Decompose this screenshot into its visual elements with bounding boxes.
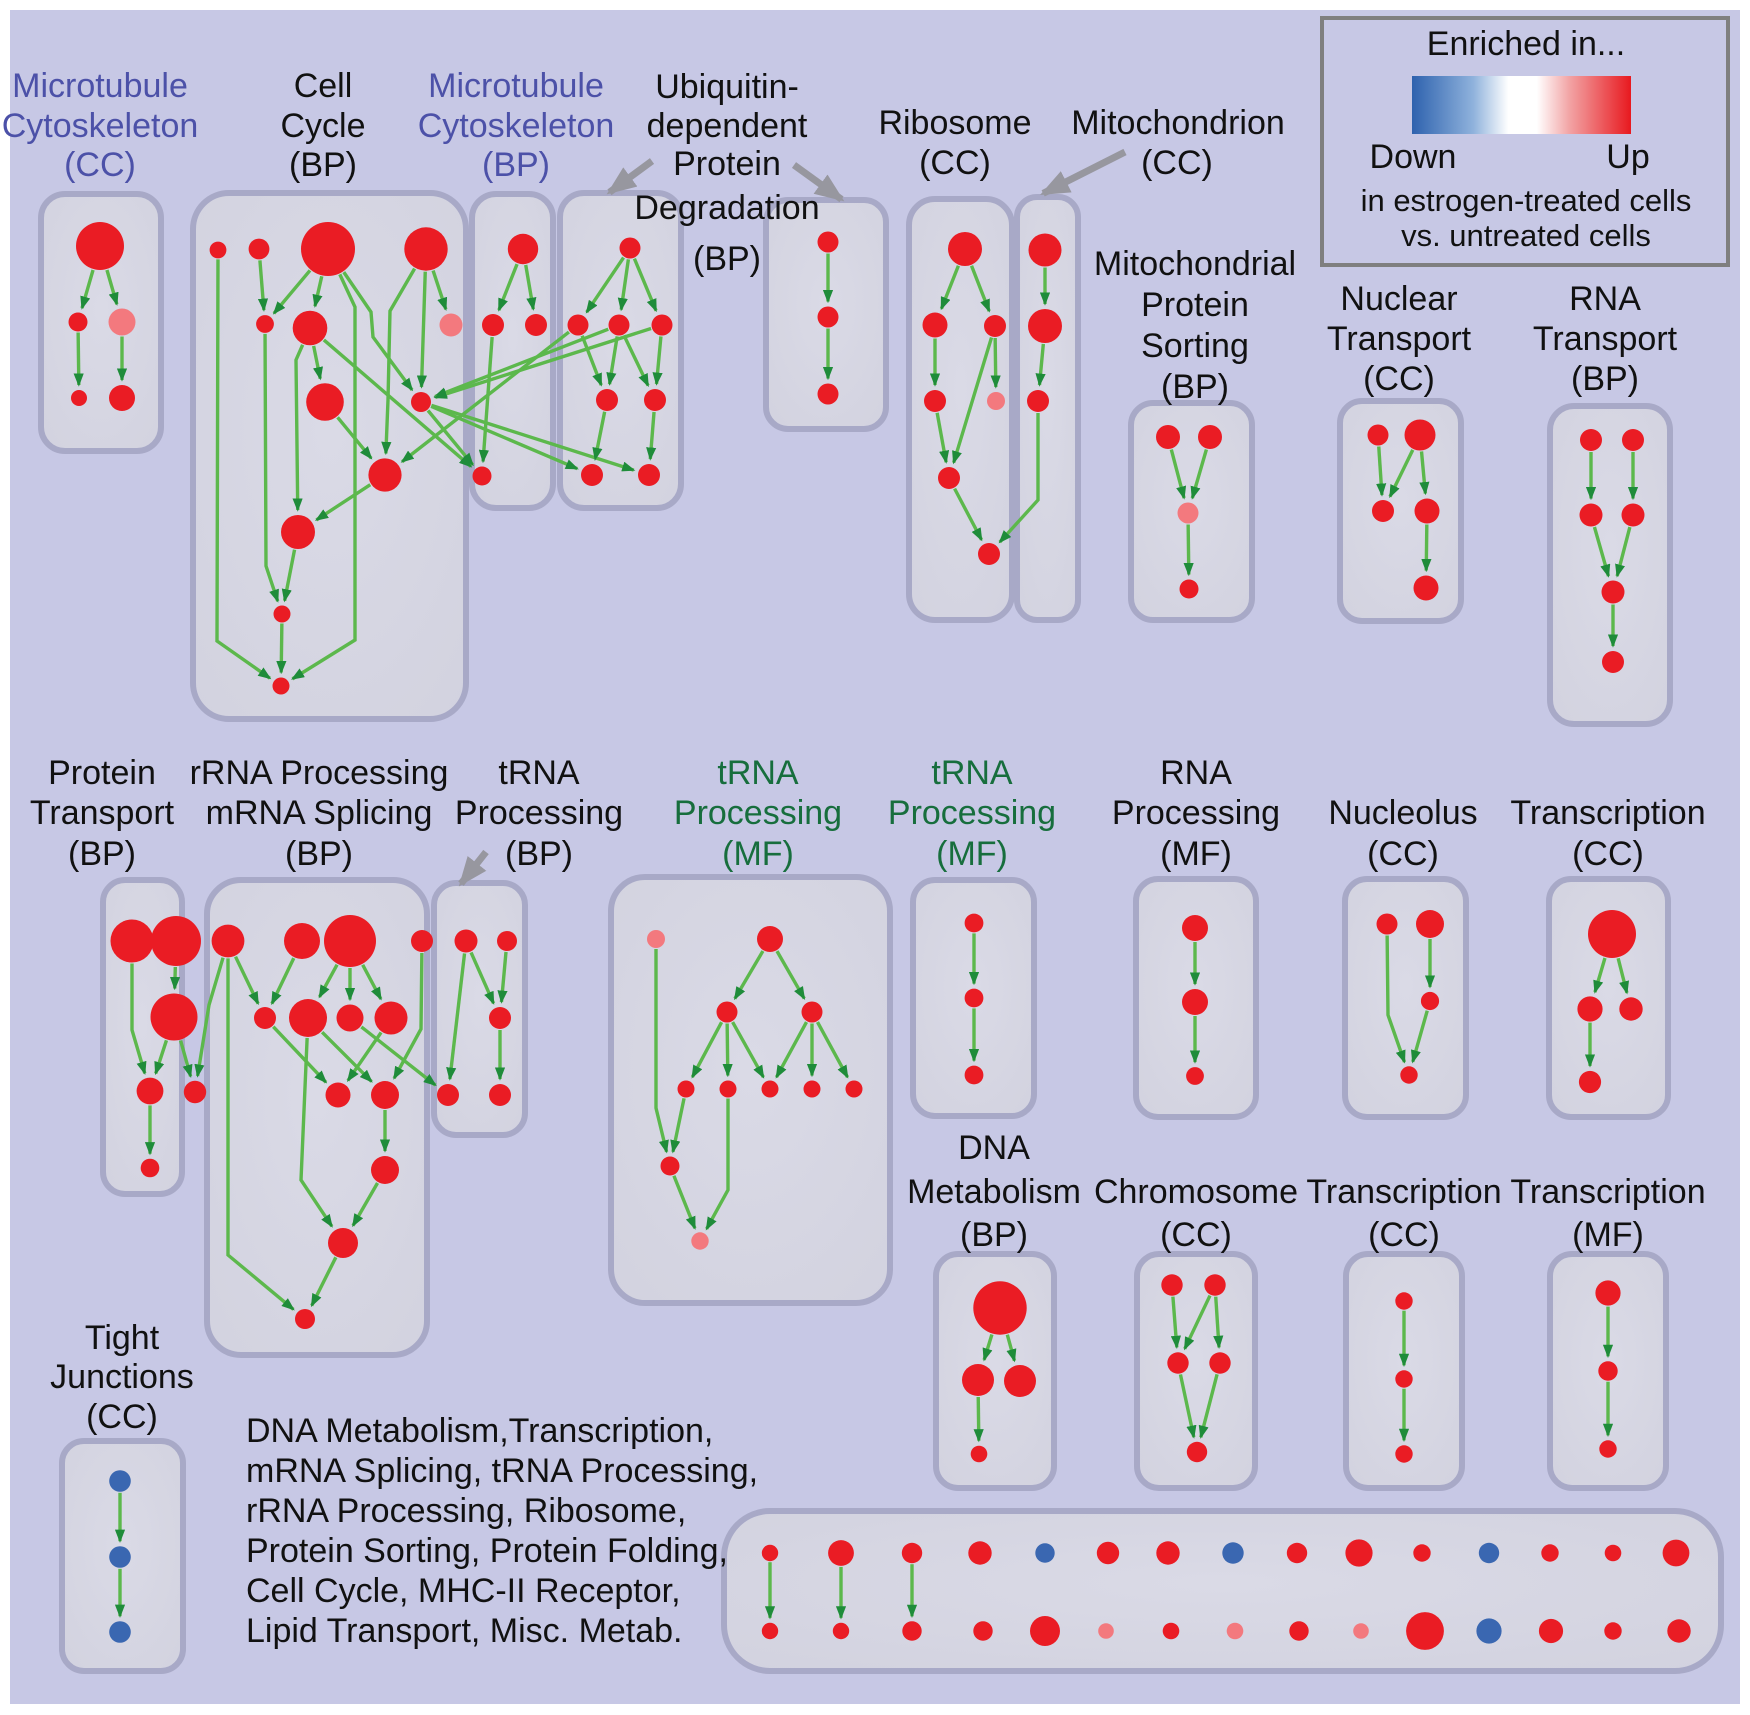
svg-text:in estrogen-treated cells: in estrogen-treated cells <box>1361 183 1692 218</box>
svg-text:(MF): (MF) <box>936 835 1008 873</box>
svg-text:Processing: Processing <box>888 794 1056 832</box>
svg-text:(BP): (BP) <box>960 1216 1028 1254</box>
svg-text:Sorting: Sorting <box>1141 327 1249 365</box>
svg-text:vs. untreated cells: vs. untreated cells <box>1401 218 1651 253</box>
svg-text:Processing: Processing <box>1112 794 1280 832</box>
svg-text:RNA: RNA <box>1160 754 1232 792</box>
svg-text:Processing: Processing <box>674 794 842 832</box>
svg-text:rRNA Processing, Ribosome,: rRNA Processing, Ribosome, <box>246 1492 686 1530</box>
svg-text:Cell: Cell <box>294 67 353 105</box>
svg-text:Microtubule: Microtubule <box>12 67 188 105</box>
svg-text:Nucleolus: Nucleolus <box>1328 794 1477 832</box>
svg-text:(MF): (MF) <box>1572 1216 1644 1254</box>
svg-text:Tight: Tight <box>85 1319 160 1357</box>
svg-text:(BP): (BP) <box>482 146 550 184</box>
svg-text:(CC): (CC) <box>919 144 991 182</box>
svg-text:Cytoskeleton: Cytoskeleton <box>2 107 199 145</box>
svg-text:tRNA: tRNA <box>931 754 1013 792</box>
svg-text:(CC): (CC) <box>1160 1216 1232 1254</box>
svg-text:Chromosome: Chromosome <box>1094 1173 1298 1211</box>
svg-text:(BP): (BP) <box>693 240 761 278</box>
svg-text:Down: Down <box>1370 138 1457 176</box>
svg-text:(CC): (CC) <box>1363 360 1435 398</box>
svg-text:(MF): (MF) <box>1160 835 1232 873</box>
svg-text:Mitochondrial: Mitochondrial <box>1094 245 1296 283</box>
svg-text:(BP): (BP) <box>1161 368 1229 406</box>
svg-text:(CC): (CC) <box>1368 1216 1440 1254</box>
svg-text:Protein: Protein <box>48 754 156 792</box>
svg-text:Protein: Protein <box>1141 286 1249 324</box>
svg-text:Cytoskeleton: Cytoskeleton <box>418 107 615 145</box>
svg-text:Ribosome: Ribosome <box>878 104 1031 142</box>
svg-text:Transport: Transport <box>30 794 175 832</box>
svg-text:Degradation: Degradation <box>634 189 819 227</box>
svg-text:tRNA: tRNA <box>498 754 580 792</box>
svg-text:Transport: Transport <box>1327 320 1472 358</box>
svg-text:Junctions: Junctions <box>50 1358 194 1396</box>
svg-text:Transport: Transport <box>1533 320 1678 358</box>
svg-text:Lipid Transport, Misc. Metab.: Lipid Transport, Misc. Metab. <box>246 1612 683 1650</box>
svg-text:Processing: Processing <box>455 794 623 832</box>
svg-text:Nuclear: Nuclear <box>1340 280 1457 318</box>
svg-text:Protein Sorting, Protein Foldi: Protein Sorting, Protein Folding, <box>246 1532 728 1570</box>
svg-text:Cycle: Cycle <box>280 107 365 145</box>
svg-text:(MF): (MF) <box>722 835 794 873</box>
svg-text:tRNA: tRNA <box>717 754 799 792</box>
svg-text:(BP): (BP) <box>289 146 357 184</box>
svg-text:Transcription: Transcription <box>1510 1173 1705 1211</box>
svg-text:(CC): (CC) <box>1572 835 1644 873</box>
svg-text:Transcription: Transcription <box>1306 1173 1501 1211</box>
svg-text:mRNA Splicing: mRNA Splicing <box>206 794 433 832</box>
svg-text:Cell Cycle, MHC-II Receptor,: Cell Cycle, MHC-II Receptor, <box>246 1572 681 1610</box>
svg-text:(CC): (CC) <box>1367 835 1439 873</box>
svg-text:DNA Metabolism,Transcription,: DNA Metabolism,Transcription, <box>246 1412 713 1450</box>
svg-text:Mitochondrion: Mitochondrion <box>1071 104 1285 142</box>
svg-text:Metabolism: Metabolism <box>907 1173 1081 1211</box>
svg-text:Enriched in...: Enriched in... <box>1427 25 1625 63</box>
svg-text:DNA: DNA <box>958 1129 1030 1167</box>
svg-text:dependent: dependent <box>647 107 808 145</box>
svg-text:(BP): (BP) <box>1571 360 1639 398</box>
svg-text:rRNA Processing: rRNA Processing <box>190 754 449 792</box>
svg-text:(BP): (BP) <box>505 835 573 873</box>
svg-text:(BP): (BP) <box>285 835 353 873</box>
svg-text:Up: Up <box>1606 138 1649 176</box>
svg-text:(CC): (CC) <box>86 1398 158 1436</box>
svg-text:(BP): (BP) <box>68 835 136 873</box>
svg-text:Ubiquitin-: Ubiquitin- <box>655 68 799 106</box>
svg-text:mRNA Splicing, tRNA Processing: mRNA Splicing, tRNA Processing, <box>246 1452 758 1490</box>
svg-text:Protein: Protein <box>673 145 781 183</box>
svg-text:(CC): (CC) <box>1141 144 1213 182</box>
svg-text:(CC): (CC) <box>64 146 136 184</box>
svg-text:Microtubule: Microtubule <box>428 67 604 105</box>
svg-text:RNA: RNA <box>1569 280 1641 318</box>
svg-text:Transcription: Transcription <box>1510 794 1705 832</box>
